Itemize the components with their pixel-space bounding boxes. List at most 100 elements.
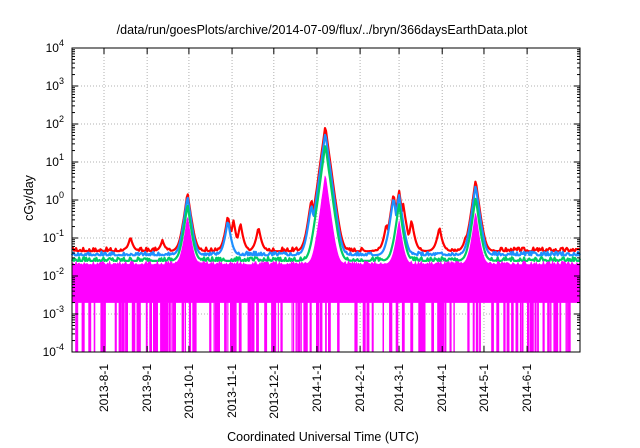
series-dropout (309, 302, 312, 352)
series-dropout (233, 302, 237, 352)
series-dropout (273, 302, 276, 352)
series-dropout (422, 302, 425, 352)
series-dropout (410, 302, 413, 352)
x-tick-label: 2013-9-1 (140, 364, 154, 412)
y-tick-label: 103 (46, 76, 64, 93)
series-dropout (395, 302, 399, 352)
series-dropout (136, 302, 140, 352)
series-dropout (418, 302, 420, 352)
series-dropout (534, 302, 537, 352)
y-tick-label: 10-3 (43, 304, 64, 321)
series-dropout (172, 302, 176, 352)
series-dropout (184, 302, 186, 352)
y-tick-exponent: -2 (56, 266, 64, 276)
series-dropout (136, 302, 138, 352)
series-dropout (547, 302, 550, 352)
series-dropout (169, 302, 171, 352)
series-dropout (155, 302, 158, 352)
series-dropout (264, 302, 267, 352)
series-dropout (181, 302, 184, 352)
series-dropout (119, 302, 122, 352)
series-dropout (292, 302, 295, 352)
series-dropout (280, 302, 283, 352)
series-dropout (476, 302, 478, 352)
series-dropout (188, 302, 190, 352)
series-dropout (100, 302, 104, 352)
y-tick-label: 104 (46, 38, 64, 55)
series-dropout (445, 302, 447, 352)
x-tick-label: 2014-4-1 (435, 364, 449, 412)
series-dropout (521, 302, 524, 352)
series-dropout (83, 302, 85, 352)
series-dropout (214, 302, 218, 352)
series-dropout (542, 302, 545, 352)
series-dropout (88, 302, 92, 352)
series-dropout (479, 302, 481, 352)
x-tick-label: 2014-6-1 (520, 364, 534, 412)
series-dropout (291, 302, 293, 352)
series-dropout (256, 302, 258, 352)
series-dropout (441, 302, 445, 352)
series-dropout (277, 302, 279, 352)
series-dropout (567, 302, 569, 352)
series-dropout (224, 302, 227, 352)
series-dropout (503, 302, 506, 352)
x-tick-label: 2014-2-1 (353, 364, 367, 412)
series-dropout (371, 302, 374, 352)
series-line (70, 133, 581, 257)
y-tick-label: 102 (46, 114, 64, 131)
y-tick-exponent: -3 (56, 304, 64, 314)
series-dropout (213, 302, 215, 352)
series-dropout (174, 302, 176, 352)
x-tick-label: 2014-1-1 (310, 364, 324, 412)
series-dropout (337, 302, 340, 352)
series-dropout (316, 302, 320, 352)
series-dropout (194, 302, 197, 352)
series-dropout (209, 302, 212, 352)
series-dropout (257, 302, 259, 352)
series-dropout (251, 302, 254, 352)
series-dropout (123, 302, 125, 352)
y-tick-exponent: 1 (59, 152, 64, 162)
series-dropout (132, 302, 136, 352)
series-dropout (193, 302, 195, 352)
series-dropout (325, 302, 327, 352)
y-axis-label: cGy/day (22, 174, 36, 221)
series-dropout (527, 302, 530, 352)
x-axis-label: Coordinated Universal Time (UTC) (227, 430, 419, 444)
series-dropout (531, 302, 534, 352)
series-dropout (297, 302, 300, 352)
series-dropout (247, 302, 249, 352)
series-dropout (449, 302, 452, 352)
series-dropout (93, 302, 96, 352)
y-tick-exponent: 0 (59, 190, 64, 200)
series-dropout (453, 302, 455, 352)
series-dropout (303, 302, 306, 352)
series-dropout (550, 302, 552, 352)
series-dropout (439, 302, 443, 352)
series-dropout (103, 302, 106, 352)
series-dropout (160, 302, 163, 352)
series-dropout (145, 302, 148, 352)
series-dropout (565, 302, 567, 352)
series-dropout (249, 302, 252, 352)
y-tick-label: 101 (46, 152, 64, 169)
y-tick-label: 10-2 (43, 266, 64, 283)
y-tick-exponent: -1 (56, 228, 64, 238)
x-tick-label: 2014-5-1 (477, 364, 491, 412)
series-dropout (328, 302, 331, 352)
series-dropout (496, 302, 500, 352)
series-dropout (382, 302, 384, 352)
x-tick-label: 2013-8-1 (97, 364, 111, 412)
series-dropout (355, 302, 358, 352)
x-tick-label: 2013-11-1 (225, 364, 239, 418)
series-dropout (161, 302, 165, 352)
series-dropout (401, 302, 405, 352)
y-tick-label: 100 (46, 190, 64, 207)
series-dropout (227, 302, 229, 352)
x-tick-label: 2013-12-1 (267, 364, 281, 419)
series-dropout (306, 302, 308, 352)
series-dropout (121, 302, 125, 352)
